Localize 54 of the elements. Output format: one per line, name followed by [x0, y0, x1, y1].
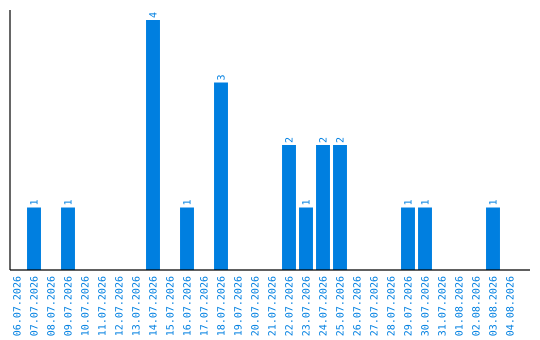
x-tick-label: 03.08.2026	[488, 276, 500, 336]
x-tick-label: 06.07.2026	[12, 276, 24, 336]
data-label: 1	[404, 199, 414, 206]
x-tick-label: 22.07.2026	[284, 276, 296, 336]
bar	[180, 208, 194, 270]
bar	[299, 208, 313, 270]
bar	[146, 20, 160, 270]
x-tick-label: 29.07.2026	[404, 276, 414, 336]
x-tick-label: 20.07.2026	[250, 276, 262, 336]
x-tick-label: 02.08.2026	[472, 276, 482, 336]
x-tick-label: 09.07.2026	[64, 276, 74, 336]
x-tick-label: 08.07.2026	[46, 276, 58, 336]
x-tick-label: 28.07.2026	[386, 276, 398, 336]
x-tick-label: 31.07.2026	[438, 276, 448, 336]
data-label: 1	[488, 199, 500, 206]
data-label: 2	[318, 136, 330, 143]
data-label: 1	[302, 199, 312, 206]
x-tick-label: 10.07.2026	[80, 276, 92, 336]
bar	[61, 208, 75, 270]
x-tick-label: 04.08.2026	[506, 276, 516, 336]
bar	[401, 208, 415, 270]
x-tick-label: 13.07.2026	[132, 276, 142, 336]
x-tick-label: 30.07.2026	[420, 276, 432, 336]
bar	[333, 145, 347, 270]
x-tick-label: 14.07.2026	[148, 276, 160, 336]
x-tick-label: 26.07.2026	[352, 276, 364, 336]
data-label: 2	[284, 136, 296, 143]
x-tick-label: 19.07.2026	[234, 276, 244, 336]
x-tick-label: 15.07.2026	[166, 276, 176, 336]
x-tick-label: 11.07.2026	[98, 276, 108, 336]
x-tick-label: 21.07.2026	[268, 276, 278, 336]
bar	[282, 145, 296, 270]
data-label: 3	[216, 74, 228, 80]
bar	[214, 82, 228, 270]
bar	[418, 208, 432, 270]
x-tick-label: 25.07.2026	[336, 276, 346, 336]
data-label: 1	[182, 199, 194, 206]
x-tick-label: 23.07.2026	[302, 276, 312, 336]
x-tick-label: 01.08.2026	[454, 276, 466, 336]
x-tick-label: 07.07.2026	[30, 276, 40, 336]
bar	[316, 145, 330, 270]
x-tick-label: 27.07.2026	[370, 276, 380, 336]
x-tick-label: 12.07.2026	[114, 276, 126, 336]
x-tick-label: 18.07.2026	[216, 276, 228, 336]
data-label: 1	[30, 199, 40, 206]
bar	[27, 208, 41, 270]
x-tick-label: 24.07.2026	[318, 276, 330, 336]
data-label: 4	[148, 12, 160, 18]
x-tick-label: 17.07.2026	[200, 276, 210, 336]
bar	[486, 208, 500, 270]
data-label: 1	[64, 199, 74, 206]
data-label: 1	[420, 199, 432, 206]
x-tick-label: 16.07.2026	[182, 276, 194, 336]
data-label: 2	[336, 136, 346, 143]
